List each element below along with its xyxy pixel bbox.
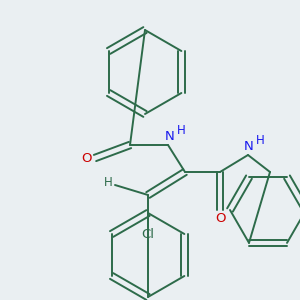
Text: H: H <box>256 134 264 146</box>
Text: N: N <box>244 140 254 152</box>
Text: H: H <box>103 176 112 190</box>
Text: O: O <box>215 212 225 226</box>
Text: Cl: Cl <box>142 229 154 242</box>
Text: N: N <box>165 130 175 143</box>
Text: H: H <box>177 124 185 137</box>
Text: O: O <box>82 152 92 164</box>
